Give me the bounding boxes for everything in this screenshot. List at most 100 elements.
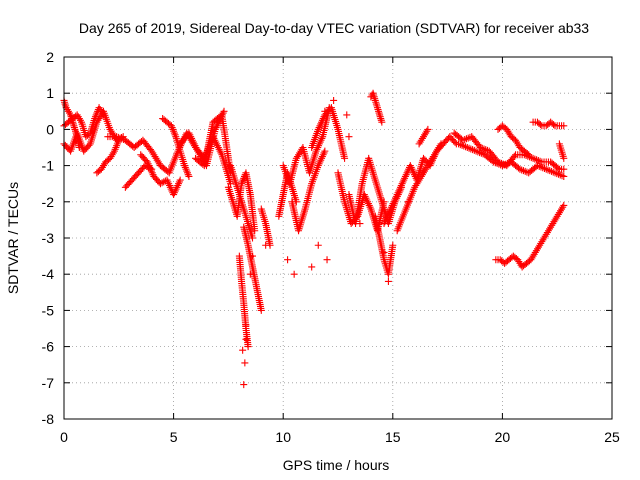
data-point	[356, 220, 364, 228]
data-point	[556, 171, 564, 179]
data-point	[308, 263, 316, 271]
y-tick-label: 2	[46, 49, 54, 65]
data-point	[463, 144, 471, 151]
data-point	[476, 144, 484, 151]
data-point	[531, 155, 539, 163]
data-point	[220, 107, 228, 115]
data-point	[321, 107, 329, 115]
data-point	[455, 140, 463, 148]
data-point	[502, 160, 510, 168]
data-point	[465, 144, 473, 152]
x-tick-labels: 0 5 10 15 20 25	[60, 429, 620, 445]
y-tick-label: -1	[42, 158, 55, 174]
data-point	[560, 172, 568, 180]
data-point	[244, 343, 252, 351]
data-point	[114, 133, 122, 141]
data-point	[249, 234, 257, 242]
data-point	[470, 146, 478, 154]
data-point	[437, 140, 445, 148]
y-tick-label: 1	[46, 85, 54, 101]
data-point	[536, 121, 544, 129]
data-point	[482, 146, 490, 154]
data-point	[544, 166, 552, 174]
data-point	[510, 152, 518, 160]
data-point	[537, 163, 545, 171]
chart-title: Day 265 of 2019, Sidereal Day-to-day VTE…	[79, 20, 589, 36]
data-point	[118, 135, 126, 143]
data-point	[462, 135, 470, 143]
data-point	[251, 227, 259, 235]
data-point	[554, 164, 562, 172]
x-tick-label: 10	[275, 429, 291, 445]
gridlines	[64, 57, 612, 419]
data-point	[539, 164, 547, 172]
y-tick-label: -7	[42, 375, 55, 391]
data-point	[257, 306, 265, 314]
data-point	[345, 133, 353, 141]
data-point	[461, 136, 469, 144]
data-point	[519, 167, 527, 175]
x-tick-label: 5	[170, 429, 178, 445]
data-point	[549, 168, 557, 176]
data-point	[242, 321, 250, 329]
y-tick-label: -6	[42, 339, 55, 355]
data-point	[493, 159, 501, 167]
data-point	[323, 256, 331, 264]
data-point	[456, 141, 464, 149]
data-point	[262, 241, 270, 249]
data-point	[555, 170, 563, 178]
data-point	[542, 165, 550, 173]
data-point	[239, 346, 247, 354]
data-point	[113, 133, 121, 141]
data-point	[523, 150, 531, 158]
y-axis-label: SDTVAR / TECUs	[5, 182, 21, 294]
data-point	[458, 141, 466, 149]
data-point	[474, 148, 482, 156]
data-point	[551, 169, 559, 177]
data-point	[535, 162, 543, 170]
data-point	[550, 121, 558, 129]
y-tick-label: -3	[42, 230, 55, 246]
x-tick-label: 20	[495, 429, 511, 445]
data-point	[242, 335, 250, 343]
data-point	[424, 125, 432, 133]
data-point	[213, 118, 221, 126]
data-point	[378, 118, 386, 126]
data-point	[467, 145, 475, 153]
data-point	[460, 142, 468, 150]
data-point	[533, 156, 541, 164]
data-point	[529, 154, 537, 162]
x-tick-label: 15	[385, 429, 401, 445]
y-tick-labels: -8 -7 -6 -5 -4 -3 -2 -1 0 1 2	[42, 49, 55, 427]
data-point	[500, 161, 508, 169]
y-tick-label: -4	[42, 266, 55, 282]
data-point	[240, 381, 248, 389]
data-point	[560, 201, 568, 209]
x-tick-label: 0	[60, 429, 68, 445]
data-point	[495, 160, 503, 168]
data-point	[380, 248, 388, 256]
data-point	[116, 134, 124, 142]
data-point	[490, 158, 498, 166]
data-point	[176, 176, 184, 184]
y-tick-label: -2	[42, 194, 55, 210]
data-point	[536, 157, 544, 165]
data-point	[477, 149, 485, 157]
data-point	[404, 198, 412, 206]
axis-ticks	[63, 56, 613, 420]
data-point	[343, 111, 351, 119]
data-point	[459, 136, 467, 144]
data-point	[321, 147, 329, 155]
x-axis-label: GPS time / hours	[283, 457, 390, 473]
data-point	[498, 162, 506, 170]
data-points	[60, 89, 568, 389]
data-point	[534, 157, 542, 165]
data-point	[469, 146, 477, 154]
data-point	[341, 154, 349, 162]
data-point	[558, 172, 566, 180]
data-point	[533, 162, 541, 170]
plot-frame	[63, 56, 613, 420]
data-point	[546, 167, 554, 175]
data-point	[330, 96, 338, 104]
